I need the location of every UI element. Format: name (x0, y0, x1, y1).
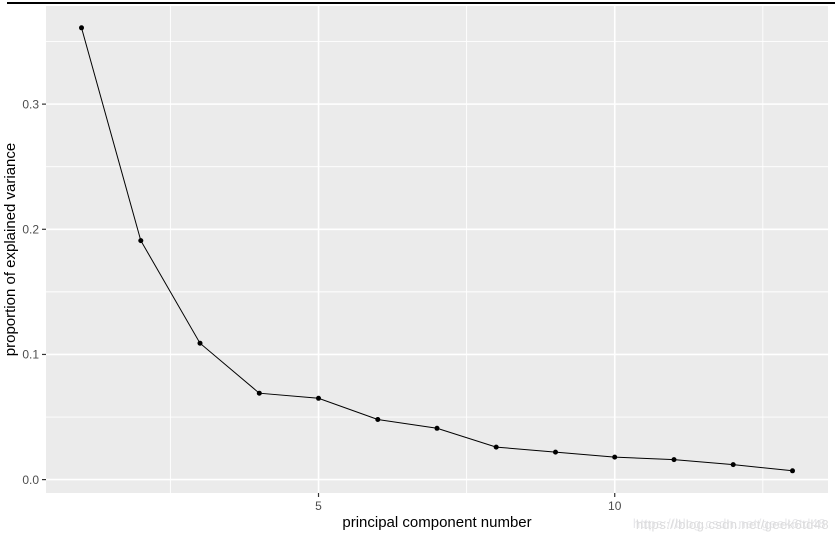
data-point (553, 449, 558, 455)
y-axis-tick-label: 0.0 (22, 473, 39, 487)
data-point (138, 238, 144, 244)
data-point (612, 454, 618, 460)
data-point (790, 468, 795, 474)
y-axis-tick-label: 0.1 (22, 348, 39, 362)
x-axis-tick-label: 5 (315, 499, 322, 513)
data-point (375, 417, 381, 422)
data-point (493, 444, 499, 450)
csdn-watermark: https://blog.csdn.net/geek6td48 (635, 517, 829, 532)
data-point (316, 395, 321, 401)
x-axis-tick-label: 10 (608, 499, 622, 513)
y-axis-tick-label: 0.2 (22, 222, 39, 236)
plot-panel (46, 6, 828, 493)
data-point (434, 425, 440, 431)
y-axis-tick-label: 0.3 (22, 97, 39, 111)
x-axis-title: principal component number (342, 514, 531, 531)
y-axis-title: proportion of explained variance (2, 143, 19, 356)
data-point (197, 340, 203, 346)
window-top-border (7, 2, 835, 4)
data-point (671, 457, 677, 463)
data-point (730, 462, 736, 468)
data-point (79, 25, 84, 31)
data-point (256, 390, 262, 396)
